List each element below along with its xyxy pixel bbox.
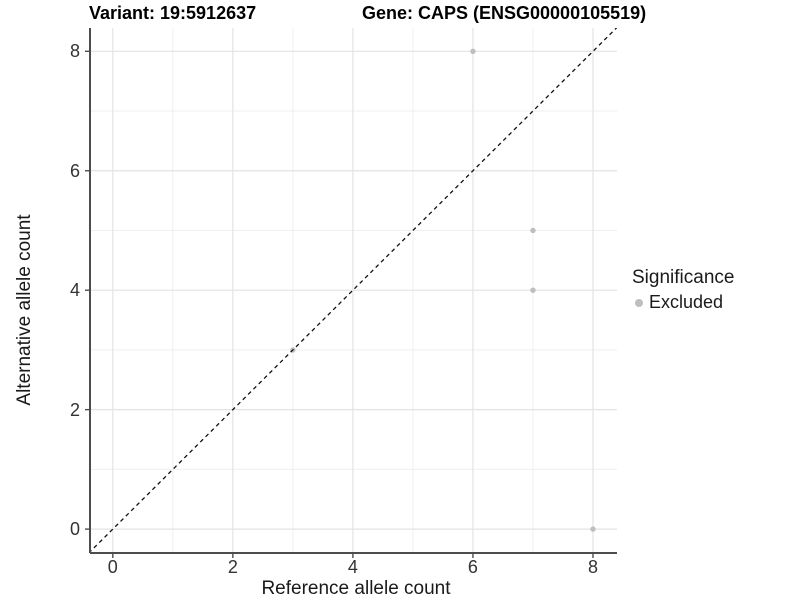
x-tick-label: 6 xyxy=(467,557,478,577)
y-tick-label: 2 xyxy=(69,399,80,420)
legend-title: Significance xyxy=(632,267,735,288)
y-tick-label: 0 xyxy=(69,519,80,540)
data-point xyxy=(530,227,536,234)
plot-panel xyxy=(85,28,617,558)
variant-title: Variant: 19:5912637 xyxy=(89,3,257,23)
y-axis-title: Alternative allele count xyxy=(14,214,35,406)
data-point xyxy=(530,287,536,293)
legend-item-excluded: Excluded xyxy=(632,292,734,313)
legend: Significance Excluded xyxy=(632,267,734,313)
x-axis-title: Reference allele count xyxy=(261,578,451,599)
x-tick-label: 0 xyxy=(107,557,118,577)
gene-title: Gene: CAPS (ENSG00000105519) xyxy=(362,3,647,23)
data-point xyxy=(590,526,596,532)
x-tick-label: 4 xyxy=(347,557,358,577)
y-tick-label: 4 xyxy=(69,280,80,301)
x-tick-label: 2 xyxy=(227,557,238,577)
identity-line xyxy=(90,28,617,553)
y-tick-label: 8 xyxy=(69,41,80,62)
data-point xyxy=(470,48,476,54)
legend-point-icon xyxy=(635,298,643,307)
legend-item-label: Excluded xyxy=(649,292,724,312)
y-tick-label: 6 xyxy=(69,160,80,181)
x-tick-label: 8 xyxy=(587,557,598,577)
